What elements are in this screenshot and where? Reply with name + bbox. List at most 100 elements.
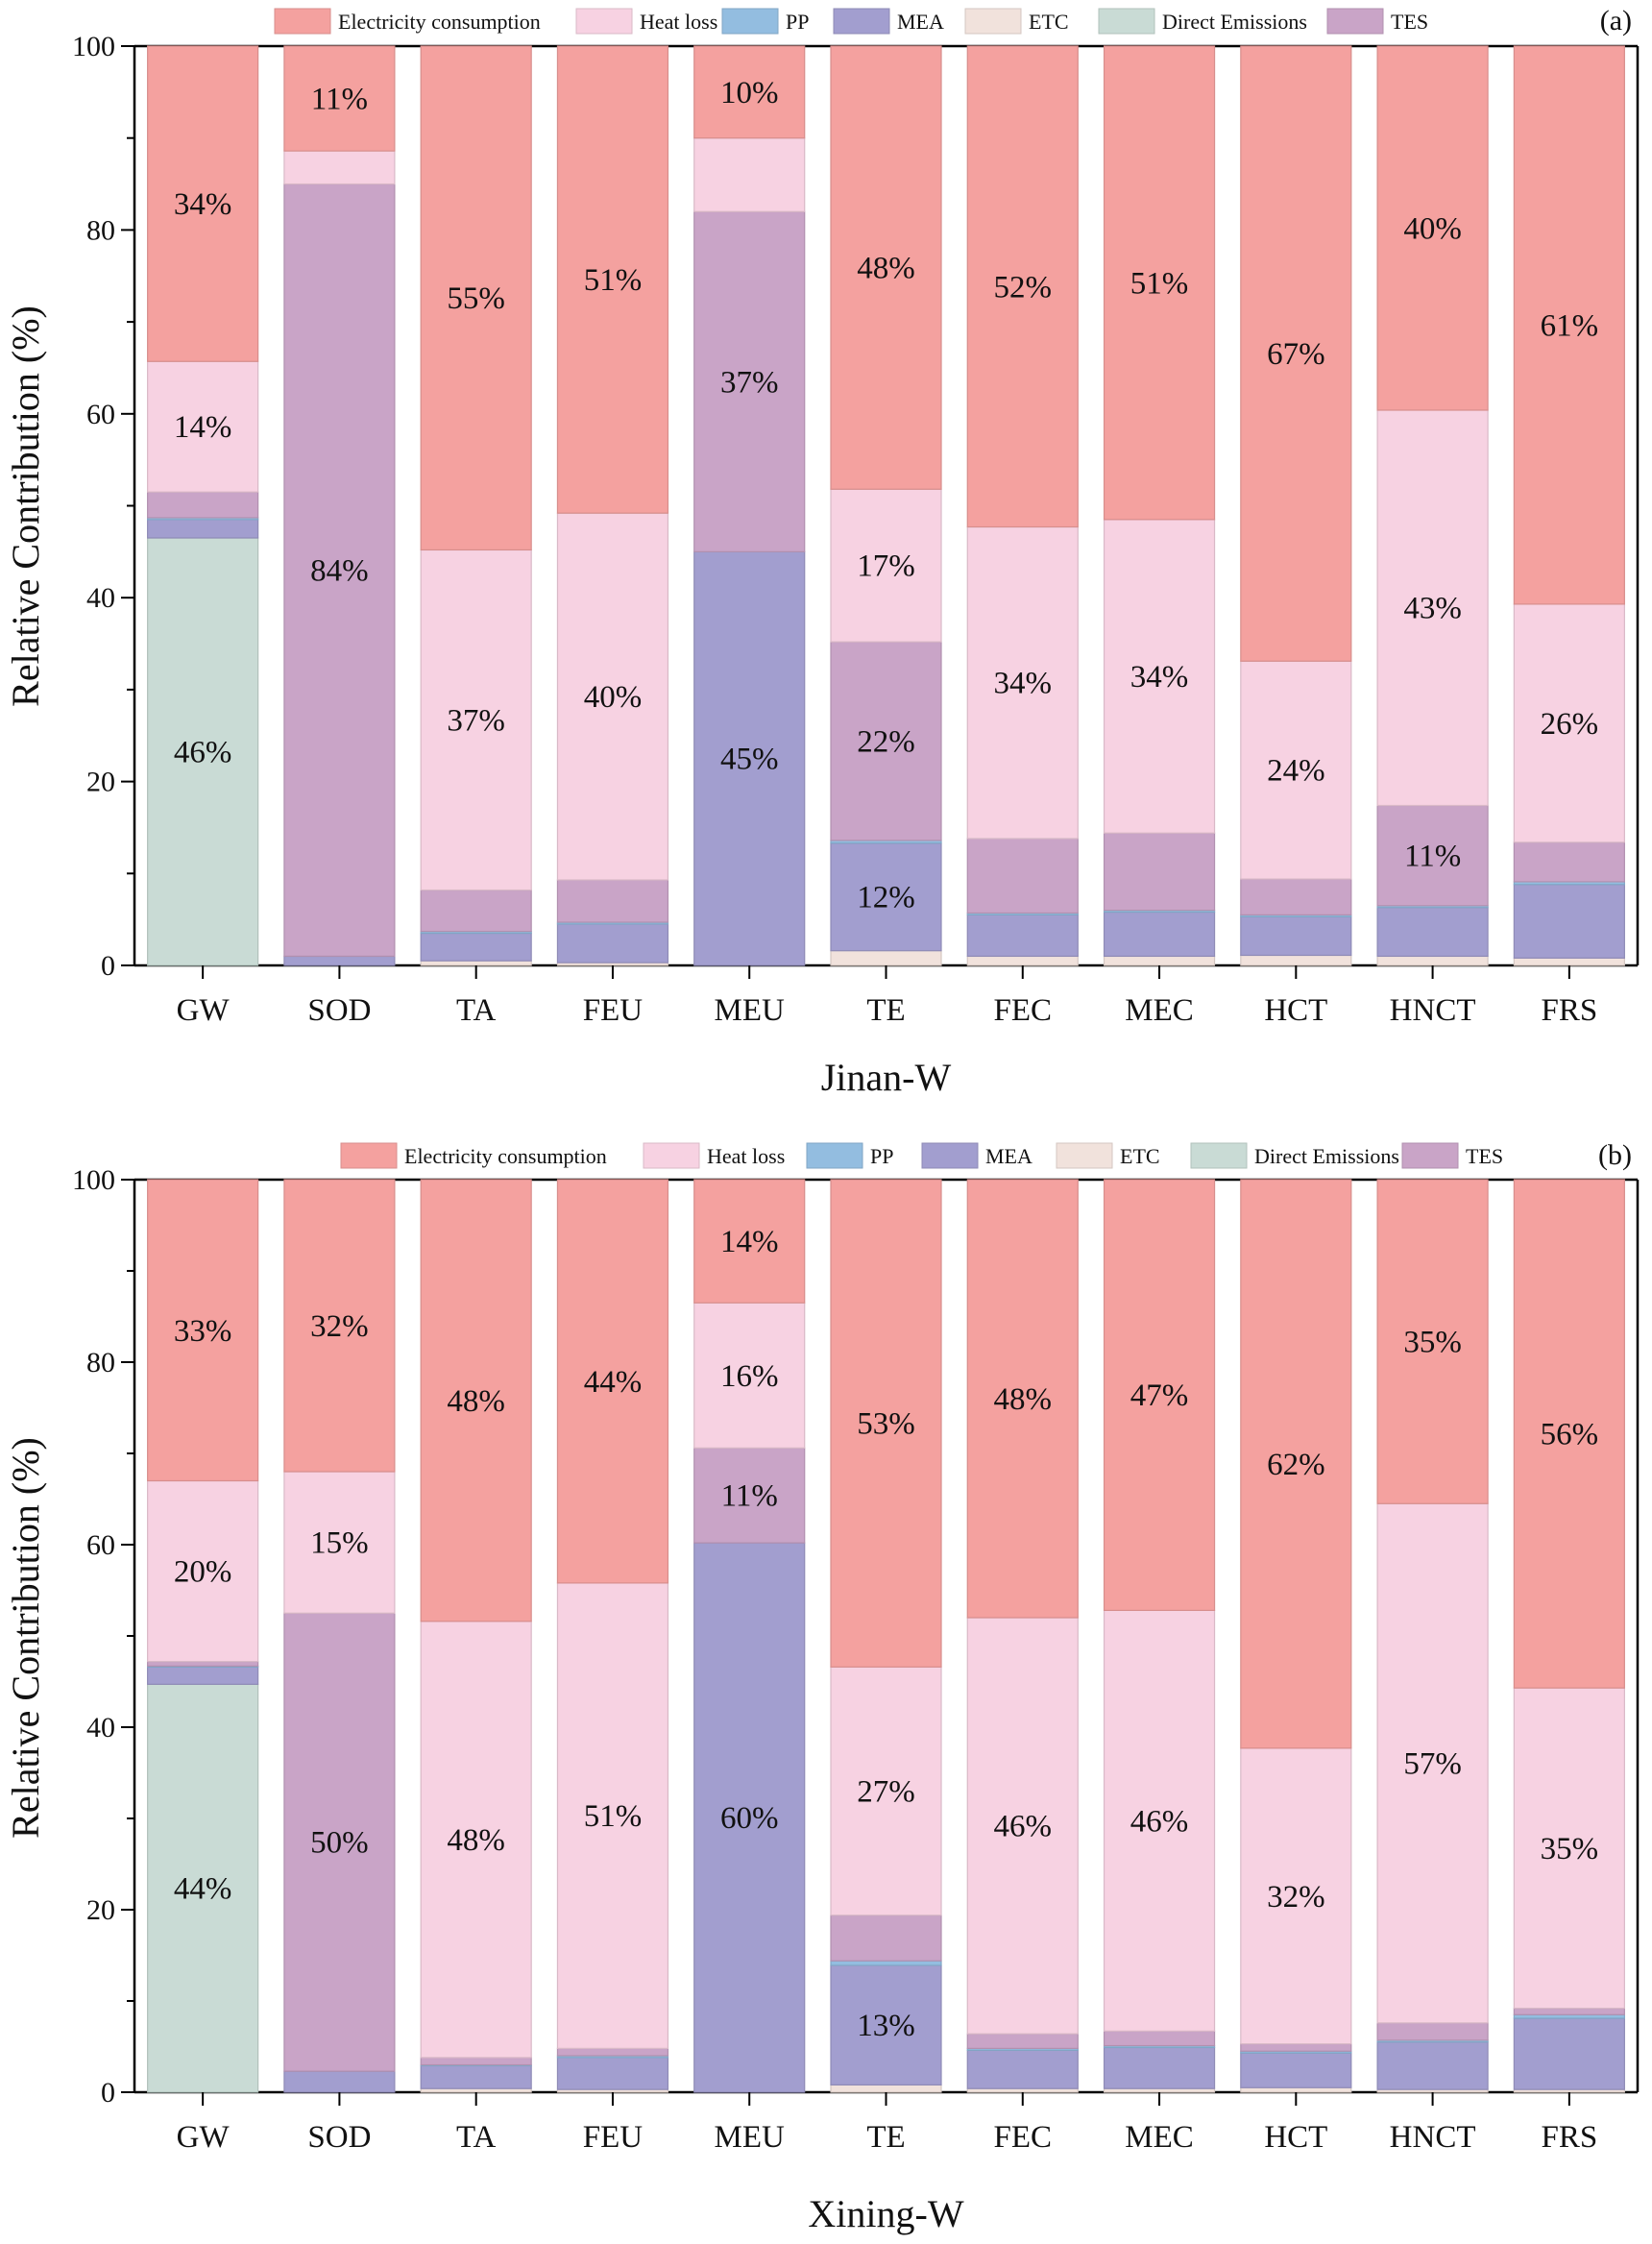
bar-segment-mea (693, 1542, 806, 2093)
legend-swatch (1056, 1142, 1113, 1169)
bar-segment-electricity-consumption (693, 1179, 806, 1304)
bar-segment-electricity-consumption (830, 45, 942, 490)
bar-sod: 50% 15% 32% (283, 1179, 396, 2093)
bar-segment-heat-loss (283, 150, 396, 185)
bar-segment-heat-loss (283, 1471, 396, 1614)
x-tick-label: TE (866, 993, 905, 1028)
data-label: 37% (447, 703, 505, 738)
legend-label: ETC (1120, 1144, 1160, 1168)
data-label: 35% (1403, 1326, 1462, 1360)
bar-segment-electricity-consumption (966, 1179, 1079, 1619)
y-tick-label: 40 (86, 582, 115, 614)
x-tick-label: HCT (1264, 2120, 1327, 2155)
legend-item-heat-loss: Heat loss (575, 8, 717, 35)
bar-segment-etc (420, 960, 532, 966)
bar-segment-tes (1240, 2043, 1352, 2052)
data-label: 17% (857, 549, 915, 584)
legend-swatch (964, 8, 1022, 35)
legend-swatch (921, 1142, 979, 1169)
data-label: 51% (584, 1799, 643, 1834)
x-tick-label: GW (177, 2120, 231, 2155)
bar-segment-electricity-consumption (420, 45, 532, 551)
bar-segment-mea (1240, 2052, 1352, 2088)
y-tick-label: 80 (86, 1347, 115, 1378)
bar-segment-electricity-consumption (1376, 1179, 1489, 1504)
bar-segment-tes (420, 2057, 532, 2066)
data-label: 32% (310, 1309, 369, 1344)
x-tick-label: MEU (715, 993, 786, 1028)
bar-hct: 24% 67% (1240, 45, 1352, 966)
data-label: 46% (174, 735, 232, 769)
bar-segment-etc (830, 950, 942, 966)
legend-label: ETC (1029, 10, 1069, 34)
bar-segment-etc (1103, 955, 1216, 966)
legend-label: Electricity consumption (338, 10, 541, 34)
bar-segment-electricity-consumption (830, 1179, 942, 1668)
bar-segment-electricity-consumption (966, 45, 1079, 528)
x-tick-label: FEU (583, 2120, 644, 2155)
legend-item-direct-emissions: Direct Emissions (1190, 1142, 1399, 1169)
data-label: 20% (174, 1555, 232, 1590)
data-label: 12% (857, 881, 915, 915)
data-label: 44% (584, 1365, 643, 1400)
bar-te: 12% 22% 17% 48% (830, 45, 942, 966)
y-tick-label: 20 (86, 767, 115, 798)
y-tick-label: 60 (86, 1529, 115, 1561)
bar-gw: 46% 14% 34% (147, 45, 259, 966)
legend-swatch (340, 1142, 398, 1169)
data-label: 26% (1541, 707, 1599, 742)
y-tick-label: 20 (86, 1894, 115, 1926)
legend-label: Heat loss (640, 10, 717, 34)
bar-segment-mea (1103, 2046, 1216, 2089)
bar-segment-heat-loss (830, 1666, 942, 1916)
x-tick-label: HNCT (1390, 2120, 1476, 2155)
y-tick-label: 0 (101, 2077, 115, 2109)
bar-segment-heat-loss (147, 1479, 259, 1663)
bar-segment-electricity-consumption (1240, 1179, 1352, 1749)
bar-segment-heat-loss (420, 549, 532, 891)
legend-label: PP (870, 1144, 893, 1168)
data-label: 34% (174, 187, 232, 222)
x-tick-label: HCT (1264, 993, 1327, 1028)
bar-segment-electricity-consumption (1103, 1179, 1216, 1611)
bar-segment-electricity-consumption (1513, 45, 1625, 605)
bar-segment-heat-loss (966, 525, 1079, 840)
x-tick-label: TA (456, 993, 497, 1028)
bar-segment-etc (1240, 954, 1352, 966)
legend-label: TES (1391, 10, 1428, 34)
data-label: 45% (720, 743, 779, 777)
data-label: 34% (994, 667, 1053, 701)
y-tick-label: 40 (86, 1712, 115, 1744)
bar-segment-tes (1513, 842, 1625, 883)
legend-label: TES (1466, 1144, 1503, 1168)
bar-segment-etc (1376, 955, 1489, 966)
data-label: 52% (994, 270, 1053, 305)
legend: Electricity consumption Heat loss PP MEA ETC… (274, 8, 1428, 35)
data-label: 47% (1130, 1378, 1189, 1413)
x-tick-label: MEC (1125, 2120, 1194, 2155)
x-tick-label: FEU (583, 993, 644, 1028)
data-label: 33% (174, 1314, 232, 1349)
data-label: 84% (310, 553, 369, 588)
bar-segment-heat-loss (147, 360, 259, 493)
bar-segment-mea (283, 2070, 396, 2093)
bar-segment-tes (1103, 2030, 1216, 2047)
bar-segment-heat-loss (1513, 603, 1625, 843)
bar-segment-tes (1376, 804, 1489, 907)
bar-segment-tes (1513, 2008, 1625, 2015)
legend-item-pp: PP (721, 8, 809, 35)
panel-label: (a) (1600, 5, 1632, 37)
bar-hct: 32% 62% (1240, 1179, 1352, 2093)
y-tick-label: 80 (86, 214, 115, 246)
legend-item-heat-loss: Heat loss (643, 1142, 785, 1169)
bar-segment-heat-loss (1240, 1747, 1352, 2045)
data-label: 10% (720, 76, 779, 110)
data-label: 48% (857, 252, 915, 286)
bar-feu: 51% 44% (556, 1179, 669, 2093)
bar-segment-tes (1376, 2022, 1489, 2041)
data-label: 53% (857, 1407, 915, 1442)
legend-swatch (643, 1142, 700, 1169)
y-tick-label: 0 (101, 950, 115, 982)
bar-segment-tes (147, 1660, 259, 1667)
